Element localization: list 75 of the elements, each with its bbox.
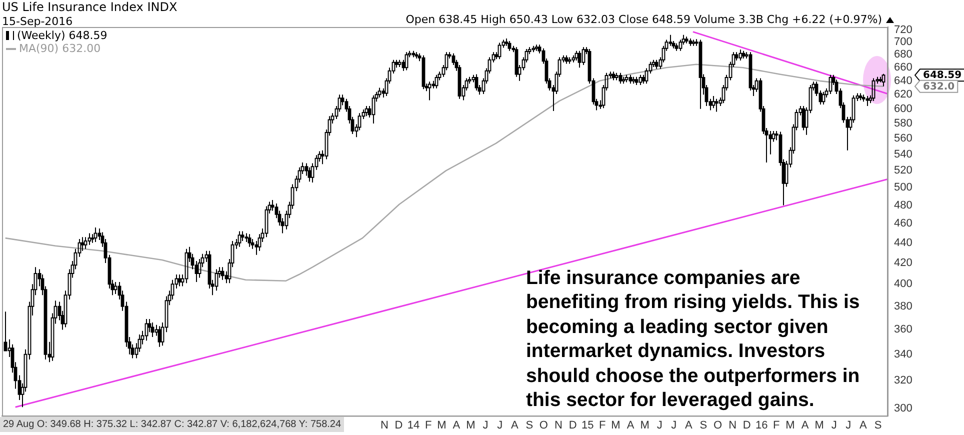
y-tick-label: 500 xyxy=(894,182,912,194)
candlestick xyxy=(94,226,98,242)
x-tick-label: M xyxy=(437,419,446,432)
x-tick-label: N xyxy=(380,419,388,432)
x-tick-label: 15 xyxy=(581,419,594,432)
x-tick-label: J xyxy=(482,419,488,432)
x-tick-label: A xyxy=(452,419,461,432)
y-tick-label: 380 xyxy=(894,300,912,312)
y-tick-label: 700 xyxy=(894,36,912,48)
x-tick-label: J xyxy=(656,419,662,432)
x-tick-label: S xyxy=(700,419,708,432)
y-tick-label: 560 xyxy=(894,132,912,145)
y-tick-label: 680 xyxy=(894,48,912,61)
x-tick-label: 16 xyxy=(756,419,768,432)
x-tick-label: 14 xyxy=(407,419,420,432)
y-tick-label: 360 xyxy=(894,324,912,336)
legend-label: MA(90) 632.00 xyxy=(19,42,101,55)
x-tick-label: A xyxy=(626,419,635,432)
x-tick-label: J xyxy=(831,419,837,432)
candlestick xyxy=(372,94,376,124)
y-tick-label: 440 xyxy=(894,236,912,249)
y-tick-label: 340 xyxy=(894,348,912,360)
annotation: Life insurance companies are benefiting from rising yields. This is becoming a leading sector given intermarket dynamics. Investors should choose the outperformers in this sector for leveraged gains. xyxy=(526,266,861,413)
x-tick-label: J xyxy=(497,419,503,432)
x-tick-label: O xyxy=(539,419,548,432)
candlestick xyxy=(428,81,432,101)
chart-title: US Life Insurance Index INDX xyxy=(2,0,178,14)
x-tick-label: M xyxy=(786,419,795,432)
y-tick-label: 620 xyxy=(894,88,912,101)
text: 29 Aug O: 349.68 H: 375.32 L: 342.87 C: 342.87 V: 6,182,624,768 Y: 758.24 xyxy=(0,416,344,432)
x-tick-label: F xyxy=(598,419,606,432)
candlestick xyxy=(872,78,876,102)
x-tick-label: N xyxy=(728,419,737,432)
y-tick-label: 540 xyxy=(894,148,912,160)
x-tick-label: D xyxy=(394,419,403,432)
x-tick-label: S xyxy=(874,419,882,432)
text: Open 638.45 High 650.43 Low 632.03 Close 648.59 Volume 3.3B Chg +6.22 (+0.97%) xyxy=(406,13,882,26)
y-tick-label: 600 xyxy=(894,102,912,115)
y-tick-label: 720 xyxy=(894,24,912,36)
y-tick-label: 660 xyxy=(894,62,912,74)
x-tick-label: J xyxy=(846,419,852,432)
y-tick-label: 420 xyxy=(894,257,912,270)
y-tick-label: 320 xyxy=(894,374,912,387)
candlestick xyxy=(144,318,148,342)
x-tick-label: F xyxy=(424,419,432,432)
y-tick-label: 580 xyxy=(894,118,912,130)
x-tick-label: M xyxy=(814,419,824,432)
y-tick-label: 300 xyxy=(894,402,912,415)
y-tick-label: 480 xyxy=(894,199,912,212)
candlestick xyxy=(264,206,268,238)
x-tick-label: A xyxy=(685,419,693,432)
text: 648.59 xyxy=(923,70,962,82)
y-tick-label: 400 xyxy=(894,278,912,290)
text: 632.0 xyxy=(923,81,955,92)
y-tick-label: 460 xyxy=(894,218,912,230)
x-tick-label: F xyxy=(773,419,780,432)
x-tick-label: M xyxy=(640,419,650,432)
x-tick-label: A xyxy=(860,419,868,432)
x-tick-label: D xyxy=(742,419,751,432)
x-tick-label: D xyxy=(568,419,577,432)
y-tick-label: 640 xyxy=(894,74,912,87)
chart-subtitle: 15-Sep-2016 xyxy=(2,15,73,28)
x-tick-label: A xyxy=(510,419,519,432)
x-tick-label: O xyxy=(713,419,722,432)
candlestick xyxy=(114,281,118,294)
x-tick-label: M xyxy=(466,419,476,432)
candlestick xyxy=(84,236,88,250)
x-tick-label: M xyxy=(611,419,620,432)
x-tick-label: A xyxy=(801,419,810,432)
y-tick-label: 520 xyxy=(894,164,912,177)
candlestick xyxy=(88,232,92,246)
x-tick-label: S xyxy=(526,419,534,432)
x-tick-label: N xyxy=(554,419,563,432)
legend-label: (Weekly) 648.59 xyxy=(17,29,108,42)
x-tick-label: J xyxy=(671,419,677,432)
